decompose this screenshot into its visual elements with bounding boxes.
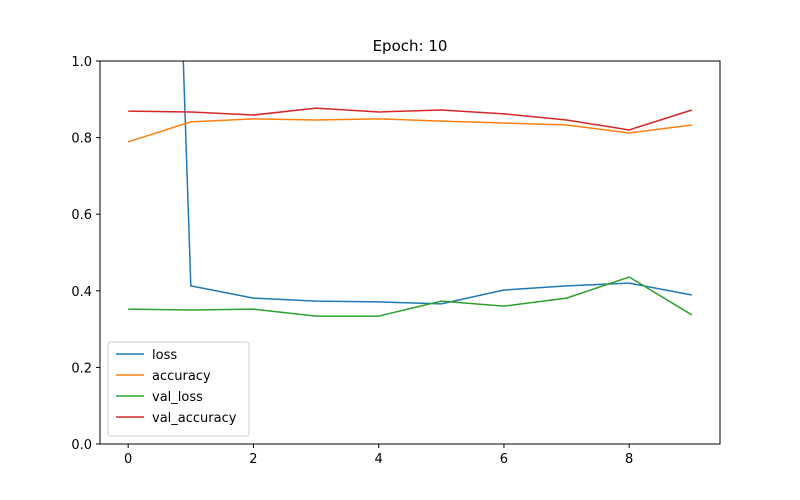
series-line [182, 61, 692, 305]
series-line [127, 118, 692, 143]
chart-title: Epoch: 10 [373, 37, 448, 55]
plot-area [127, 61, 693, 317]
series-line [128, 276, 693, 317]
x-tick-label: 0 [124, 452, 132, 467]
y-tick-label: 0.0 [71, 438, 92, 453]
y-tick-label: 0.8 [71, 132, 92, 147]
legend-label: val_loss [152, 390, 203, 405]
y-tick-label: 0.4 [71, 285, 92, 300]
y-tick-label: 0.6 [71, 208, 92, 223]
x-tick-label: 8 [625, 452, 633, 467]
y-tick-label: 0.2 [71, 361, 92, 376]
x-tick-label: 4 [375, 452, 383, 467]
legend-label: val_accuracy [152, 411, 237, 426]
x-tick-label: 2 [249, 452, 257, 467]
axes-frame [99, 60, 721, 445]
legend-label: loss [152, 348, 177, 363]
series-line [128, 107, 693, 131]
legend-label: accuracy [152, 369, 211, 384]
legend-box [107, 341, 250, 437]
x-tick-label: 6 [500, 452, 508, 467]
y-tick-label: 1.0 [71, 55, 92, 70]
